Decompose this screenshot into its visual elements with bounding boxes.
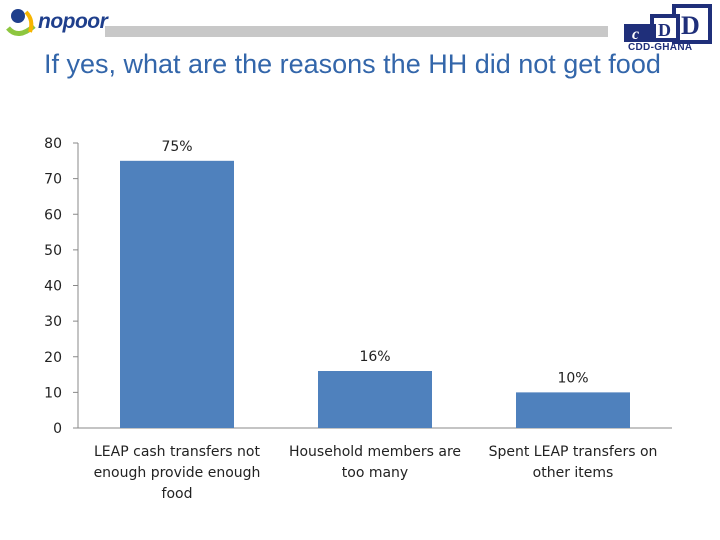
y-tick-label: 80 — [44, 136, 62, 152]
category-label-line: other items — [533, 465, 614, 481]
category-label-line: LEAP cash transfers not — [94, 444, 260, 460]
data-label: 10% — [557, 370, 588, 386]
cdd-ghana-logo-text: CDD-GHANA — [628, 42, 693, 53]
category-label-line: food — [162, 486, 193, 502]
category-label-line: Household members are — [289, 444, 461, 460]
y-tick-label: 20 — [44, 350, 62, 366]
category-labels: LEAP cash transfers not enough provide en… — [94, 444, 658, 502]
bar — [318, 371, 432, 428]
y-tick-label: 60 — [44, 207, 62, 223]
y-axis-ticks: 0 10 20 30 40 50 60 70 80 — [44, 136, 78, 437]
category-label-line: enough provide enough — [94, 465, 261, 481]
data-label: 16% — [359, 349, 390, 365]
category-label: Spent LEAP transfers on other items — [489, 444, 658, 481]
cdd-mark-d1: D — [658, 20, 671, 40]
y-tick-label: 70 — [44, 172, 62, 188]
category-label: Household members are too many — [289, 444, 461, 481]
slide-title: If yes, what are the reasons the HH did … — [44, 49, 661, 79]
header-bar — [105, 26, 608, 37]
cdd-ghana-logo: c D D — [624, 4, 712, 44]
cdd-mark-d2: D — [681, 11, 700, 40]
y-tick-label: 50 — [44, 243, 62, 259]
category-label: LEAP cash transfers not enough provide en… — [94, 444, 261, 502]
y-tick-label: 10 — [44, 385, 62, 401]
nopoor-logo-icon — [6, 9, 36, 36]
y-tick-label: 30 — [44, 314, 62, 330]
category-label-line: too many — [342, 465, 408, 481]
nopoor-logo — [6, 9, 36, 36]
bars — [120, 160, 630, 428]
bar — [516, 392, 630, 428]
data-labels: 75% 16% 10% — [161, 139, 588, 387]
cdd-mark-c: c — [632, 26, 639, 43]
category-label-line: Spent LEAP transfers on — [489, 444, 658, 460]
bar — [120, 160, 234, 428]
y-tick-label: 40 — [44, 279, 62, 295]
y-tick-label: 0 — [53, 421, 62, 437]
data-label: 75% — [161, 139, 192, 155]
nopoor-logo-text: nopoor — [38, 10, 108, 33]
